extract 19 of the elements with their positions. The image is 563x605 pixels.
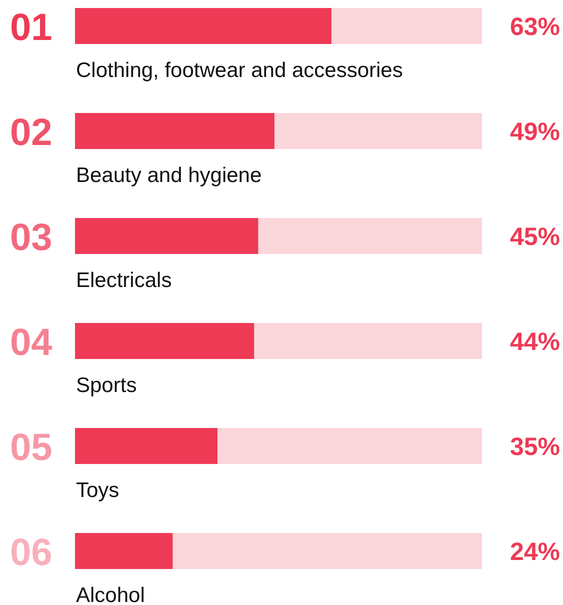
bar bbox=[75, 533, 173, 569]
text: 05 bbox=[10, 427, 52, 469]
y-tick-label: Beauty and hygiene bbox=[76, 164, 262, 187]
data-label: 44% bbox=[510, 328, 560, 356]
y-tick-label: Clothing, footwear and accessories bbox=[76, 59, 403, 82]
y-tick-label: Electricals bbox=[76, 269, 172, 292]
data-label: 45% bbox=[510, 223, 560, 251]
text: 01 bbox=[10, 7, 52, 49]
data-label: 49% bbox=[510, 118, 560, 146]
y-tick-label: Sports bbox=[76, 374, 137, 397]
data-label: 63% bbox=[510, 13, 560, 41]
text: 04 bbox=[10, 322, 52, 364]
data-label: 35% bbox=[510, 433, 560, 461]
text: 03 bbox=[10, 217, 52, 259]
text: 02 bbox=[10, 112, 52, 154]
text: 06 bbox=[10, 532, 52, 574]
y-tick-label: Toys bbox=[76, 479, 120, 502]
data-label: 24% bbox=[510, 538, 560, 566]
y-tick-label: Alcohol bbox=[76, 584, 145, 605]
